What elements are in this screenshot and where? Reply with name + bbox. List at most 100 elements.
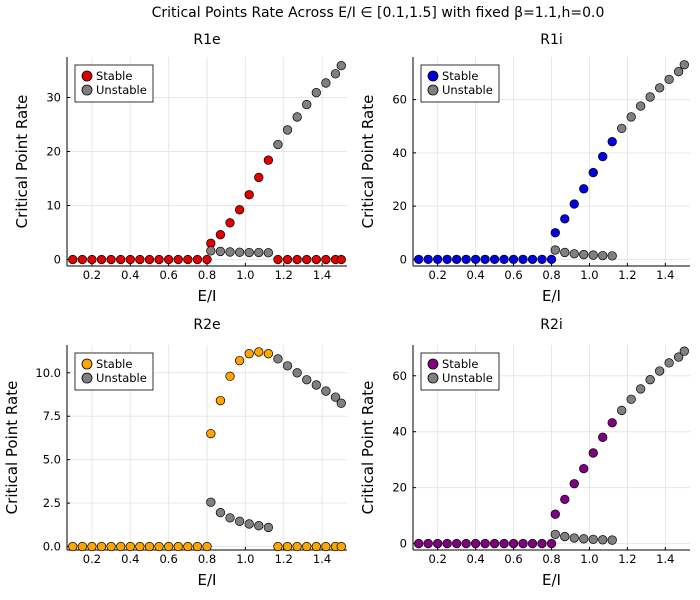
data-point: [598, 432, 608, 442]
data-point: [96, 254, 107, 265]
data-point: [144, 541, 155, 552]
data-point: [225, 371, 235, 381]
data-point: [321, 254, 331, 265]
data-point: [451, 254, 462, 264]
data-point: [626, 394, 636, 404]
data-point: [461, 254, 471, 264]
data-point: [254, 247, 264, 258]
data-point: [527, 254, 538, 264]
data-point: [607, 418, 617, 428]
data-point: [508, 254, 519, 264]
data-point: [215, 230, 226, 240]
data-point: [470, 254, 481, 264]
data-point: [254, 521, 264, 531]
y-tick-label: 2.5: [43, 496, 61, 510]
subplot-r2e: 0.2 0.4 0.6 0.8 1.0 1.2 1.4 0.0 2.5 5.0 7.5 10.0 R2e…: [3, 317, 347, 589]
data-point: [282, 254, 293, 265]
data-point: [302, 375, 312, 385]
series-stable: [68, 155, 346, 265]
y-tick-label: 20: [392, 199, 407, 213]
legend-label: Stable: [442, 357, 478, 371]
data-point: [106, 541, 116, 552]
x-tick-label: 1.0: [580, 552, 598, 566]
data-point: [263, 248, 274, 258]
data-point: [87, 254, 97, 265]
data-point: [654, 366, 665, 376]
y-tick-label: 30: [46, 91, 61, 105]
data-point: [550, 529, 560, 539]
data-point: [598, 535, 608, 545]
data-point: [499, 254, 509, 264]
data-point: [292, 254, 302, 265]
data-point: [96, 541, 107, 552]
data-point: [588, 167, 598, 178]
x-tick-label: 1.4: [313, 552, 331, 566]
data-point: [569, 199, 579, 209]
data-point: [588, 448, 598, 458]
legend-label: Unstable: [442, 371, 493, 385]
data-point: [414, 254, 424, 264]
data-point: [135, 541, 145, 552]
data-point: [234, 205, 245, 215]
data-point: [607, 535, 617, 545]
legend-marker: [427, 358, 439, 370]
data-point: [607, 137, 617, 147]
data-point: [588, 534, 598, 545]
data-point: [461, 538, 471, 549]
data-point: [244, 519, 254, 529]
y-axis-label: Critical Point Rate: [13, 95, 31, 229]
data-point: [664, 74, 674, 85]
subplot-title: R1i: [540, 32, 563, 48]
data-point: [68, 541, 78, 552]
data-point: [202, 541, 212, 552]
data-point: [336, 398, 346, 408]
data-point: [423, 538, 433, 549]
legend-marker: [427, 70, 439, 82]
x-axis-label: E/I: [198, 571, 217, 589]
data-point: [527, 538, 538, 549]
data-point: [546, 538, 557, 549]
data-point: [654, 83, 665, 93]
data-point: [433, 254, 443, 264]
data-point: [273, 139, 283, 150]
figure-title: Critical Points Rate Across E/I ∈ [0.1,1…: [152, 5, 605, 21]
legend-marker: [81, 358, 93, 370]
y-axis-label: Critical Point Rate: [3, 381, 21, 515]
data-point: [173, 541, 183, 552]
data-point: [206, 497, 216, 507]
data-point: [116, 541, 126, 552]
data-point: [68, 254, 78, 265]
data-point: [263, 349, 274, 359]
data-point: [234, 516, 245, 526]
data-point: [215, 246, 226, 257]
x-axis-label: E/I: [542, 287, 561, 305]
data-point: [588, 250, 598, 260]
subplot-title: R1e: [193, 32, 220, 48]
data-point: [263, 522, 274, 533]
series-unstable: [206, 354, 346, 533]
data-point: [321, 386, 331, 396]
x-tick-label: 0.2: [83, 552, 101, 566]
x-tick-label: 1.2: [618, 552, 636, 566]
data-point: [508, 538, 519, 549]
data-point: [537, 538, 547, 549]
data-point: [560, 494, 570, 505]
data-point: [579, 184, 589, 194]
data-point: [106, 254, 116, 265]
data-point: [302, 541, 312, 552]
data-point: [282, 361, 293, 371]
x-tick-label: 0.4: [466, 552, 484, 566]
data-point: [489, 538, 500, 549]
data-point: [173, 254, 183, 265]
x-tick-label: 1.2: [275, 268, 293, 282]
data-point: [470, 538, 481, 549]
data-point: [154, 254, 164, 265]
data-point: [292, 368, 302, 378]
data-point: [244, 247, 254, 258]
data-point: [569, 249, 579, 259]
data-point: [598, 151, 608, 162]
legend-marker: [81, 372, 93, 384]
data-point: [330, 392, 341, 402]
